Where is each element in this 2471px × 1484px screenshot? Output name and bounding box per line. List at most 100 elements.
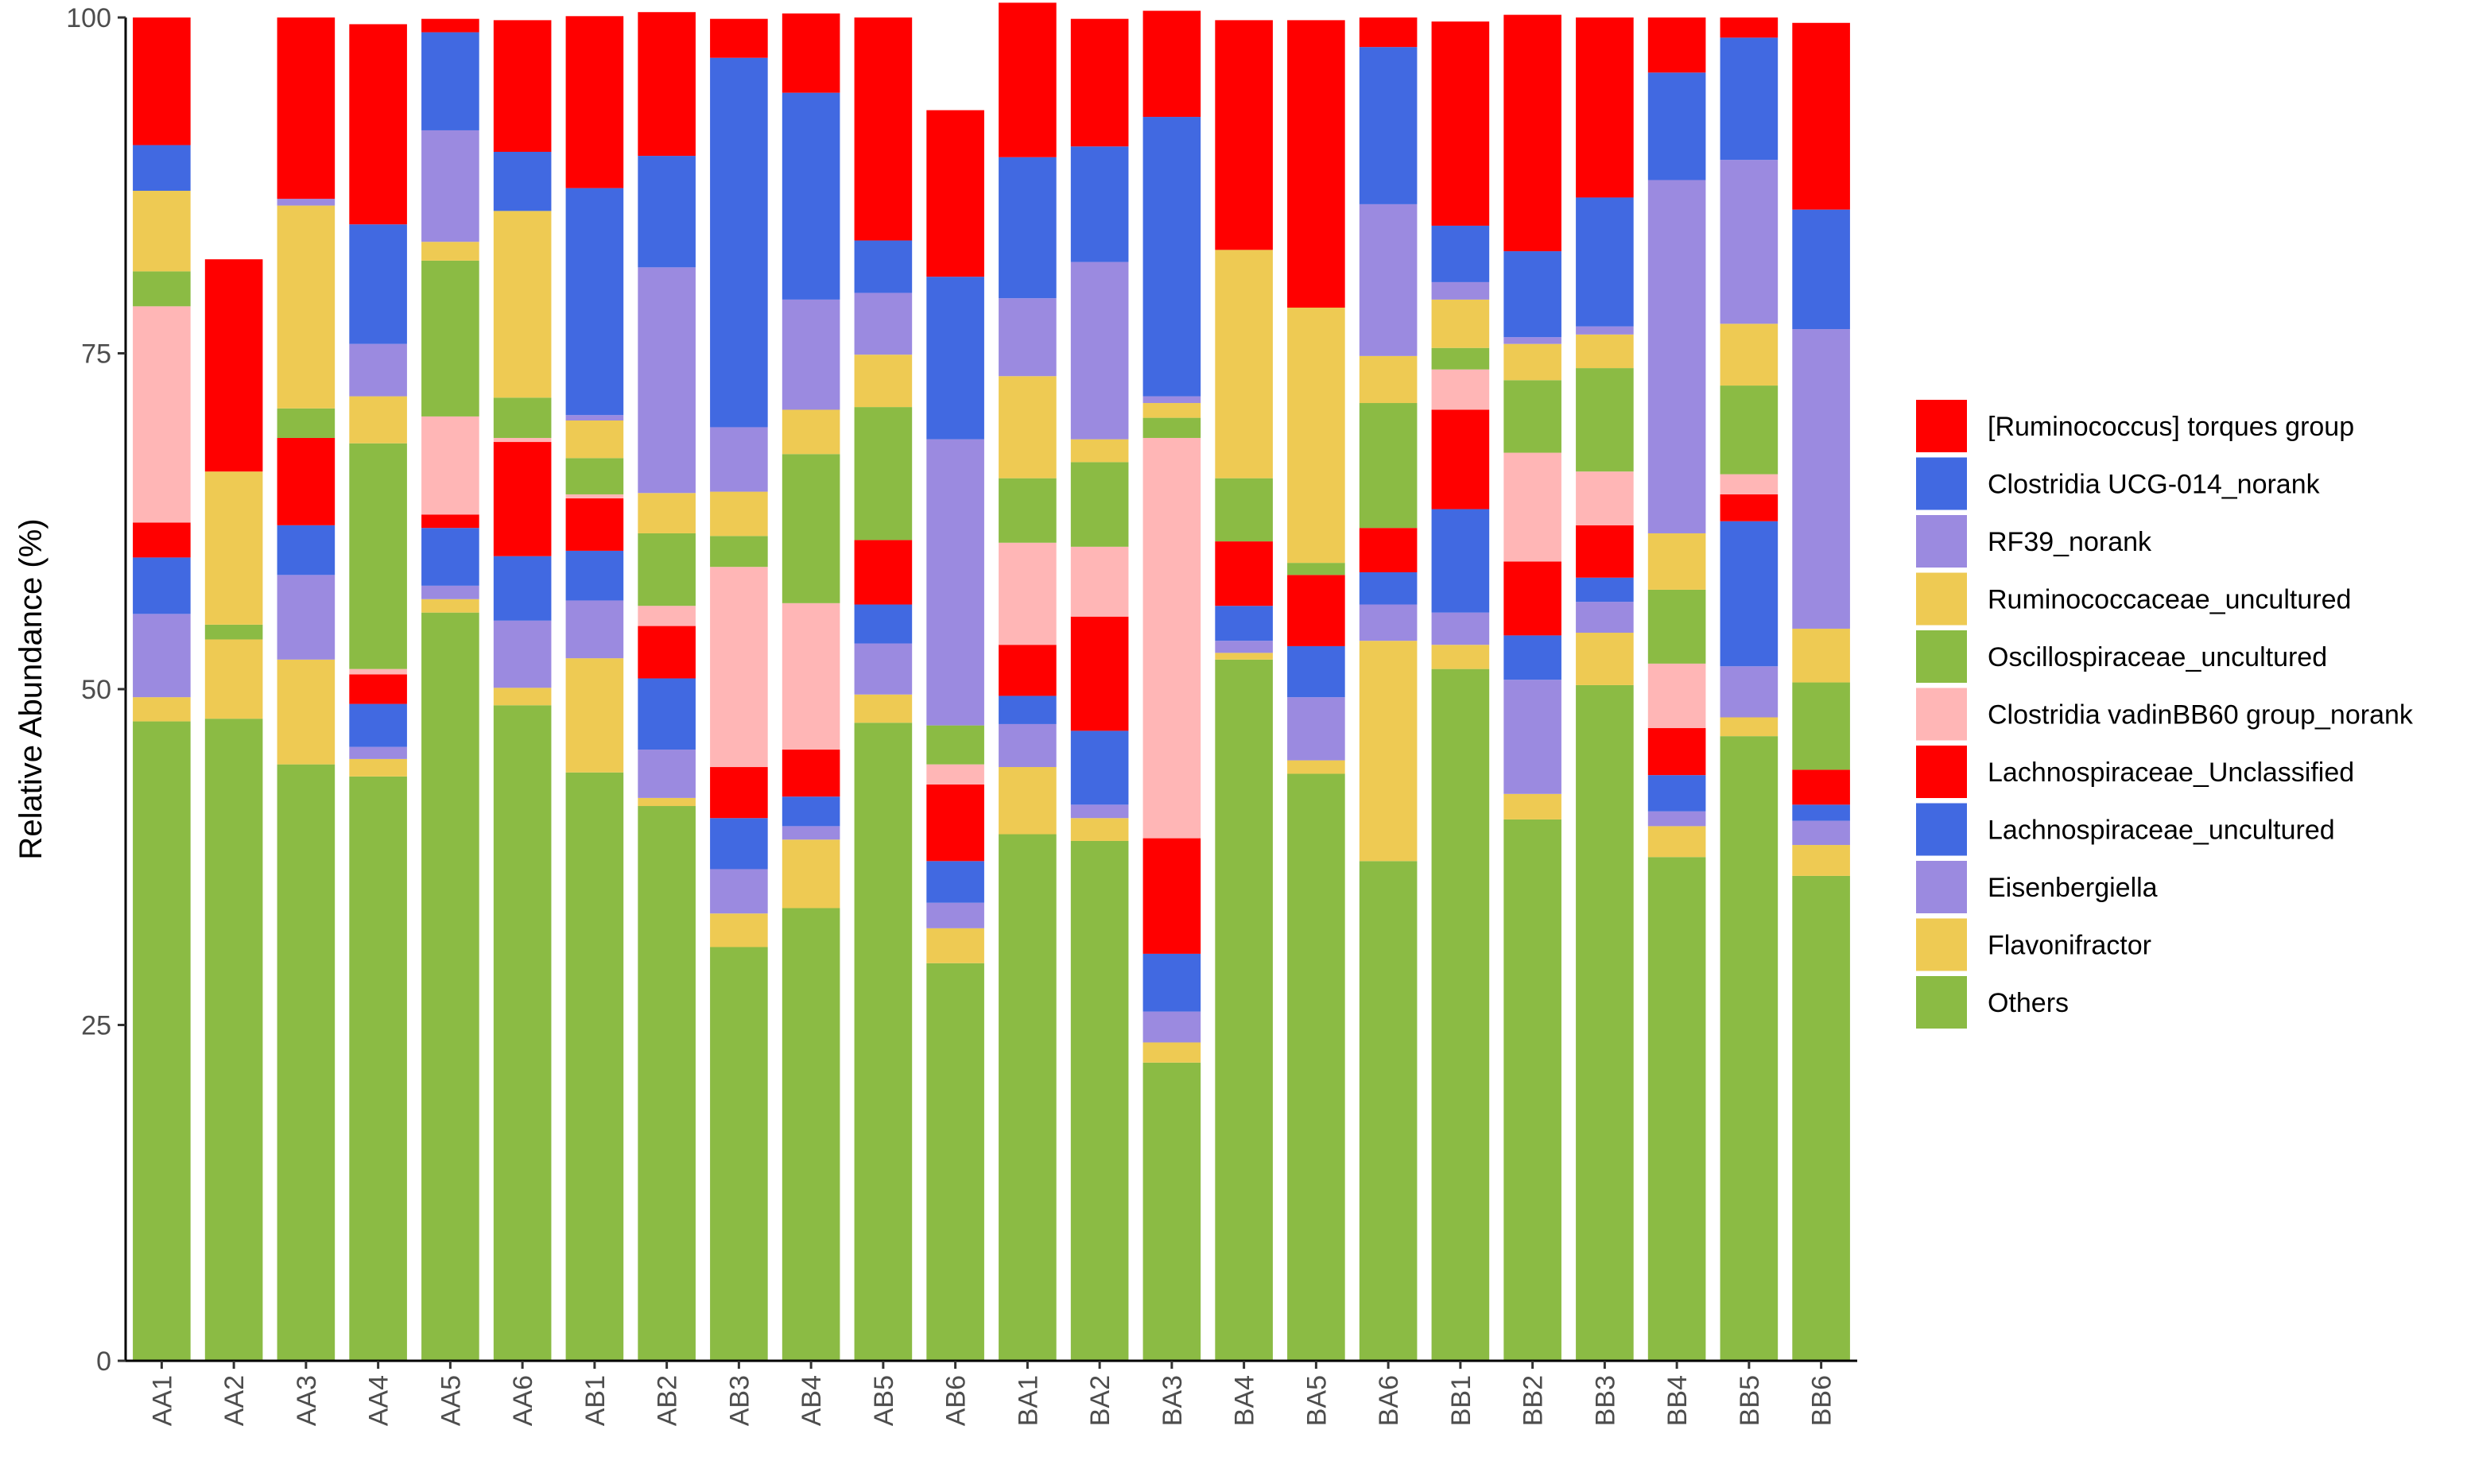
x-tick-label-AA1: AA1 xyxy=(147,1375,177,1426)
bar-segment-BB1-s1 xyxy=(1431,645,1490,669)
bar-segment-AB6-s9 xyxy=(926,277,984,440)
bar-segment-AB1-s2 xyxy=(565,600,624,659)
bar-segment-AB2-s1 xyxy=(638,797,696,807)
bar-segment-BB4-s7 xyxy=(1647,533,1706,590)
bar-segment-BA1-s0 xyxy=(999,834,1057,1361)
bar-segment-AB5-s8 xyxy=(854,293,913,355)
bar-segment-BB5-s7 xyxy=(1720,324,1779,386)
bar-segment-AA6-s4 xyxy=(493,442,552,556)
bar-segment-BB2-s5 xyxy=(1503,452,1561,562)
bar-segment-AB4-s1 xyxy=(782,839,840,909)
bar-segment-BA6-s2 xyxy=(1359,604,1418,641)
bar-segment-AB6-s3 xyxy=(926,861,984,903)
bar-segment-AB2-s0 xyxy=(638,806,696,1361)
y-tick-label: 75 xyxy=(81,339,111,370)
bar-segment-BA1-s6 xyxy=(999,478,1057,543)
legend-key xyxy=(1916,803,1967,856)
bar-segment-AA5-s8 xyxy=(421,130,479,242)
bar-segment-BA4-s3 xyxy=(1215,606,1273,641)
bar-segment-BB3-s8 xyxy=(1576,326,1634,335)
bar-segment-AB5-s3 xyxy=(854,604,913,644)
y-tick-label: 100 xyxy=(66,3,111,33)
bar-segment-AB2-s2 xyxy=(638,750,696,798)
bar-segment-AA6-s5 xyxy=(493,437,552,443)
bar-segment-BA1-s7 xyxy=(999,376,1057,479)
bar-segment-AA1-s9 xyxy=(133,145,191,192)
bar-segment-AA4-s2 xyxy=(349,746,407,759)
bar-segment-BA4-s6 xyxy=(1215,478,1273,542)
bar-segment-AB6-s10 xyxy=(926,110,984,277)
x-tick-label-AB1: AB1 xyxy=(580,1375,611,1426)
x-tick-label-BB3: BB3 xyxy=(1590,1375,1620,1426)
bar-segment-BB1-s3 xyxy=(1431,509,1490,613)
bar-segment-AB5-s9 xyxy=(854,240,913,293)
bar-segment-BA4-s2 xyxy=(1215,641,1273,653)
bar-segment-AA3-s1 xyxy=(277,659,336,765)
bar-segment-BA6-s0 xyxy=(1359,861,1418,1361)
bar-segment-AB1-s5 xyxy=(565,494,624,499)
bar-segment-AB6-s2 xyxy=(926,902,984,928)
bar-segment-BA5-s2 xyxy=(1287,697,1345,761)
bar-segment-AA4-s6 xyxy=(349,443,407,669)
bar-segment-BA2-s5 xyxy=(1070,546,1129,617)
bar-segment-AB6-s5 xyxy=(926,764,984,785)
bar-segment-BA5-s10 xyxy=(1287,20,1345,308)
bar-segment-BB2-s4 xyxy=(1503,561,1561,636)
bar-segment-AB4-s0 xyxy=(782,908,840,1361)
bar-segment-BA4-s7 xyxy=(1215,250,1273,479)
bar-segment-BB1-s4 xyxy=(1431,409,1490,510)
bar-segment-BA5-s4 xyxy=(1287,575,1345,646)
bar-segment-BA3-s4 xyxy=(1142,838,1201,954)
bar-segment-BB6-s10 xyxy=(1792,22,1850,210)
bar-segment-AB5-s0 xyxy=(854,723,913,1361)
bar-segment-AA6-s3 xyxy=(493,556,552,621)
x-tick-label-AB6: AB6 xyxy=(941,1375,972,1426)
bar-segment-BB5-s2 xyxy=(1720,666,1779,718)
bar-segment-BA2-s10 xyxy=(1070,18,1129,147)
legend-label: Clostridia UCG-014_norank xyxy=(1988,470,2321,500)
bar-segment-AA5-s9 xyxy=(421,32,479,130)
bar-segment-BB5-s1 xyxy=(1720,717,1779,737)
bar-segment-AA6-s7 xyxy=(493,211,552,398)
bar-segment-BA3-s9 xyxy=(1142,117,1201,397)
bar-segment-BB1-s2 xyxy=(1431,612,1490,645)
x-tick-label-BA4: BA4 xyxy=(1230,1375,1260,1426)
x-tick-label-BA2: BA2 xyxy=(1085,1375,1115,1426)
bar-segment-BA1-s10 xyxy=(999,2,1057,157)
bar-segment-AA5-s3 xyxy=(421,528,479,586)
bar-segment-AA6-s10 xyxy=(493,20,552,152)
legend-key xyxy=(1916,976,1967,1029)
bar-segment-AA3-s6 xyxy=(277,408,336,438)
bar-segment-BB6-s7 xyxy=(1792,628,1850,683)
bar-segment-BB3-s6 xyxy=(1576,368,1634,472)
bar-segment-BA3-s5 xyxy=(1142,437,1201,839)
legend-key xyxy=(1916,688,1967,741)
bar-segment-BB3-s9 xyxy=(1576,197,1634,327)
x-tick-label-AA2: AA2 xyxy=(219,1375,250,1426)
bar-segment-AB1-s0 xyxy=(565,772,624,1361)
bar-segment-AB5-s1 xyxy=(854,694,913,723)
x-tick-label-AA6: AA6 xyxy=(508,1375,538,1426)
bar-segment-AA1-s10 xyxy=(133,17,191,145)
bar-segment-BA6-s10 xyxy=(1359,17,1418,48)
bar-segment-AA4-s5 xyxy=(349,668,407,675)
bar-segment-AB1-s8 xyxy=(565,415,624,420)
bar-segment-AA2-s7 xyxy=(204,471,263,625)
bar-segment-BB2-s2 xyxy=(1503,680,1561,794)
legend-key xyxy=(1916,746,1967,798)
bar-segment-BB6-s4 xyxy=(1792,769,1850,805)
bar-segment-BA6-s8 xyxy=(1359,203,1418,356)
bar-segment-BA1-s8 xyxy=(999,298,1057,377)
bar-segment-AA4-s1 xyxy=(349,758,407,777)
bar-segment-AA5-s10 xyxy=(421,18,479,33)
bar-segment-BA4-s10 xyxy=(1215,20,1273,250)
bar-segment-AB6-s0 xyxy=(926,963,984,1361)
bar-segment-AB5-s2 xyxy=(854,643,913,695)
bar-segment-AA4-s10 xyxy=(349,24,407,225)
bar-segment-AA6-s0 xyxy=(493,705,552,1361)
y-tick-labels: 0 25 50 75 100 xyxy=(66,3,126,1377)
bar-segment-AB3-s3 xyxy=(710,818,768,870)
bar-segment-AB1-s3 xyxy=(565,550,624,601)
bar-segment-AB1-s9 xyxy=(565,188,624,416)
legend-label: Flavonifractor xyxy=(1988,931,2151,961)
